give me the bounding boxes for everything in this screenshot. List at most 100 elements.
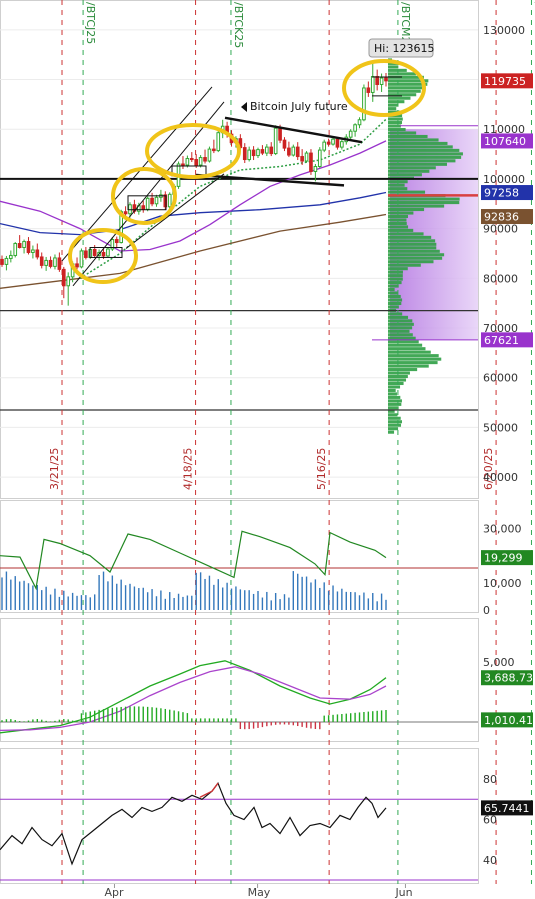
volume-profile-bar — [388, 72, 416, 76]
price-tick-label: 80000 — [483, 272, 518, 285]
price-tags: 119735 107640 97258 92836 67621 19,299 3,688.7… — [481, 73, 533, 816]
volume-profile-bar — [388, 152, 463, 156]
signal-value-tag: 1,010.41 — [484, 714, 533, 727]
price-tag: 119735 — [484, 75, 526, 88]
drawn-annotations: Bitcoin July future Hi: 123615 — [61, 38, 435, 287]
candle — [291, 144, 296, 157]
price-tick-label: 40000 — [483, 471, 518, 484]
volume-tick-label: 30,000 — [483, 523, 522, 536]
month-label: May — [248, 886, 271, 899]
price-tag-box — [481, 133, 533, 149]
candle — [216, 130, 221, 153]
volume-profile-bar — [388, 89, 421, 93]
candle — [141, 200, 146, 213]
volume-average-line — [0, 530, 387, 591]
candle — [340, 139, 344, 150]
volume-profile-bar — [388, 288, 395, 292]
volume-profile-bar — [388, 96, 411, 100]
volume-profile-bar — [388, 402, 402, 406]
contract-label: /BTCJ25 — [84, 2, 97, 44]
volume-profile-bar — [388, 65, 399, 69]
volume-profile-bar — [388, 430, 395, 434]
volume-profile-bar — [388, 354, 439, 358]
volume-profile-bar — [388, 333, 413, 337]
price-tick-label: 110000 — [483, 123, 525, 136]
candle — [106, 247, 110, 258]
highlight-circle — [68, 228, 138, 284]
contract-label: /BTCN25 — [532, 2, 535, 49]
candle — [84, 247, 88, 260]
volume-profile-bar — [388, 232, 424, 236]
pane-frames — [0, 0, 479, 884]
candle — [92, 245, 97, 258]
volume-profile-bar — [388, 270, 403, 274]
price-tick-label: 90000 — [483, 223, 518, 236]
candle — [189, 152, 194, 163]
candle — [269, 142, 274, 157]
volume-profile-bar — [388, 395, 401, 399]
expiry-lines: /BTCJ25/BTCK25/BTCM25/BTCN25 3/21/25 4/18/… — [48, 0, 535, 884]
candle — [251, 146, 256, 161]
volume-profile-bar — [388, 368, 418, 372]
macd-line — [0, 660, 387, 734]
price-tick-label: 60000 — [483, 372, 518, 385]
price-tag-box — [481, 185, 533, 201]
candle — [110, 237, 115, 251]
volume-profile-bar — [388, 409, 395, 413]
price-tag: 67621 — [484, 334, 519, 347]
volume-profile-bar — [388, 423, 402, 427]
volume-profile-bar — [388, 298, 403, 302]
volume-profile-bar — [388, 228, 414, 232]
contract-label: /BTCM25 — [399, 2, 412, 51]
volume-profile-bar — [388, 315, 409, 319]
candle — [379, 73, 384, 92]
month-label: Apr — [104, 886, 124, 899]
volume-profile-bar — [388, 312, 403, 316]
month-axis: AprMayJunJulAug — [104, 884, 413, 899]
candle — [300, 149, 304, 166]
volume-profile-bar — [388, 211, 414, 215]
volume-profile-bar — [388, 82, 428, 86]
volume-profile-bar — [388, 267, 408, 271]
volume-profile-bar — [388, 357, 442, 361]
volume-profile-bar — [388, 148, 460, 152]
volume-profile-bar — [388, 110, 400, 114]
volume-profile-bar — [388, 79, 429, 83]
volume-profile-bar — [388, 183, 405, 187]
candle — [31, 245, 35, 259]
price-tag-box — [481, 73, 533, 89]
volume-profile-bar — [388, 103, 399, 107]
volume-profile-bar — [388, 374, 408, 379]
candle — [335, 137, 340, 150]
candle — [384, 73, 388, 87]
candle — [212, 139, 216, 154]
pane-frame-0 — [0, 0, 479, 499]
volume-profile-bar — [388, 166, 436, 170]
candle — [75, 257, 79, 270]
volume-profile-bar — [388, 253, 445, 257]
volume-profile-bar — [388, 381, 404, 386]
candle — [35, 243, 40, 260]
volume-profile-bar — [388, 340, 419, 344]
volume-profile-bar — [388, 100, 405, 104]
volume-profile-bar — [388, 138, 439, 142]
volume-profile-bar — [388, 221, 407, 225]
candle — [326, 138, 331, 147]
volume-profile-bar — [388, 392, 397, 396]
volume-profile-bar — [388, 201, 460, 205]
volume-profile-bar — [388, 406, 399, 410]
candle — [145, 196, 150, 212]
volume-profile-bar — [388, 155, 462, 159]
candle — [313, 164, 318, 182]
volume-profile-bar — [388, 121, 403, 125]
rsi-value-tag: 65.7441 — [484, 802, 530, 815]
macd-value-tag-box — [481, 670, 533, 686]
macd-signal-line — [0, 666, 387, 732]
volume-profile-bar — [388, 249, 440, 253]
annotation-pointer — [241, 102, 247, 112]
volume-profile-bar — [388, 134, 428, 139]
high-label-text: Hi: 123615 — [374, 42, 435, 55]
volume-profile-bar — [388, 124, 401, 128]
candle — [150, 192, 154, 207]
